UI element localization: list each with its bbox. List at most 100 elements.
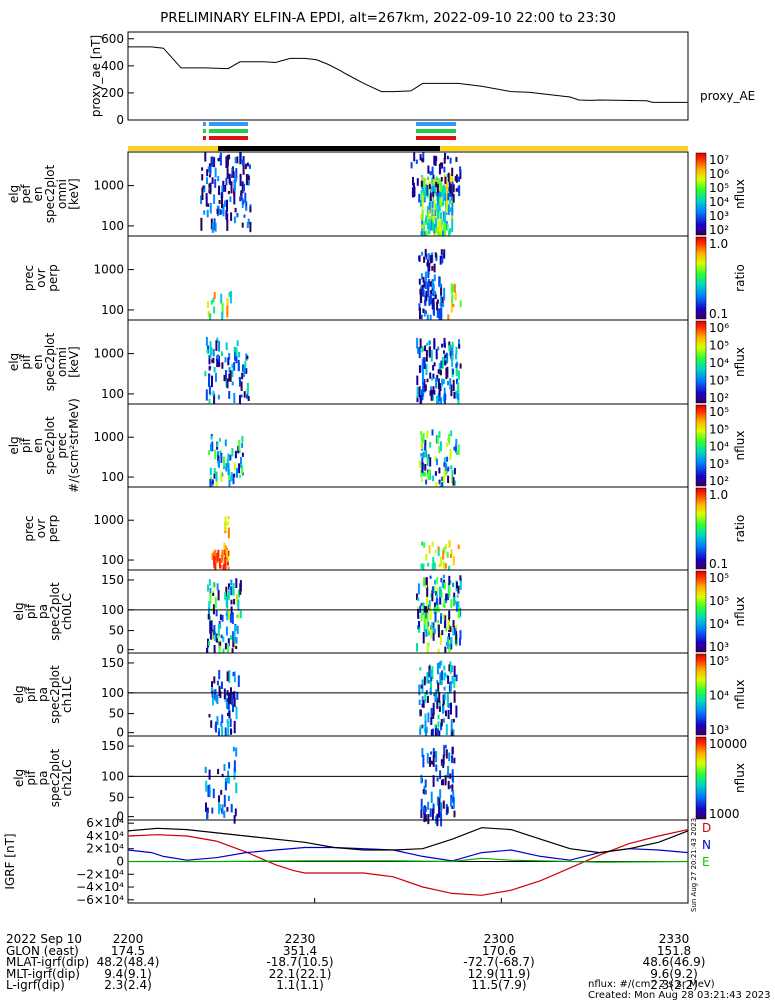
spectrogram-cell xyxy=(434,612,437,623)
spectrogram-cell xyxy=(425,215,428,225)
spectrogram-cell xyxy=(236,691,239,700)
spectrogram-cell xyxy=(447,314,450,321)
spectrogram-cell xyxy=(237,599,240,611)
spectrogram-cell xyxy=(420,431,423,435)
spectrogram-cell xyxy=(220,301,223,305)
spectrogram-cell xyxy=(422,632,425,644)
spectrogram-cell xyxy=(435,751,438,763)
spectrogram-cell xyxy=(424,184,427,197)
spectrogram-cell xyxy=(454,628,457,635)
spectrogram-cell xyxy=(436,226,439,236)
colorbar-tick-label: 0.1 xyxy=(709,557,728,571)
colorbar xyxy=(695,570,707,653)
ephemeris-cell: -72.7(-68.7) xyxy=(463,955,535,969)
colorbar-tick-label: 10² xyxy=(709,474,729,488)
spectrogram-cell xyxy=(425,479,428,485)
colorbar-tick-label: 10³ xyxy=(709,457,729,471)
spectrogram-cell xyxy=(421,457,424,466)
spectrogram-cell xyxy=(427,279,430,284)
spectrogram-cell xyxy=(421,541,424,546)
spectrogram-cell xyxy=(443,378,445,385)
spectrogram-cell xyxy=(249,221,252,233)
spectrogram-cell xyxy=(448,345,451,352)
spectrogram-cell xyxy=(436,183,439,193)
spectrogram-cell xyxy=(419,667,422,671)
spectrogram-cell xyxy=(431,666,434,679)
spectrogram-ytick-label: 1000 xyxy=(93,347,124,361)
spectrogram-cell xyxy=(441,481,444,489)
spectrogram-ylabel: spec2plot xyxy=(48,748,62,807)
spectrogram-cell xyxy=(422,577,425,587)
spectrogram-cell xyxy=(451,303,454,309)
spectrogram-cell xyxy=(245,206,248,211)
spectrogram-cell xyxy=(455,625,457,629)
spectrogram-ylabel: ch1LC xyxy=(60,676,74,713)
spectrogram-cell xyxy=(217,356,219,360)
spectrogram-cell xyxy=(433,751,436,758)
spectrogram-cell xyxy=(240,457,242,468)
spectrogram-cell xyxy=(218,558,221,568)
spectrogram-cell xyxy=(239,474,241,478)
spectrogram-cell xyxy=(426,456,429,466)
spectrogram-cell xyxy=(435,482,438,491)
spectrogram-cell xyxy=(212,604,215,615)
spectrogram-cell xyxy=(444,775,447,786)
spectrogram-cell xyxy=(224,545,227,555)
spectrogram-cell xyxy=(453,283,456,288)
spectrogram-cell xyxy=(227,357,230,366)
spectrogram-cell xyxy=(427,680,430,684)
spectrogram-cell xyxy=(433,155,436,166)
spectrogram-cell xyxy=(418,684,421,696)
spectrogram-cell xyxy=(458,185,461,197)
spectrogram-cell xyxy=(458,339,460,345)
spectrogram-cell xyxy=(239,583,242,595)
spectrogram-cell xyxy=(450,477,453,484)
spectrogram-cell xyxy=(446,155,449,160)
spectrogram-cell xyxy=(235,637,238,644)
spectrogram-cell xyxy=(241,181,244,194)
spectrogram-cell xyxy=(447,466,450,472)
spectrogram-cell xyxy=(234,207,237,213)
spectrogram-cell xyxy=(451,769,454,782)
spectrogram-cell xyxy=(436,435,439,444)
igrf-ytick-label: 6×10⁴ xyxy=(86,816,124,830)
spectrogram-ytick-label: 100 xyxy=(101,387,124,401)
igrf-ytick-label: −4×10⁴ xyxy=(76,880,124,894)
spectrogram-cell xyxy=(437,178,440,185)
spectrogram-cell xyxy=(455,174,458,183)
spectrogram-cell xyxy=(436,374,439,381)
spectrogram-cell xyxy=(452,628,455,636)
igrf-legend-E: E xyxy=(702,855,710,869)
spectrogram-cell xyxy=(416,643,418,652)
spectrogram-cell xyxy=(450,549,453,555)
spectrogram-cell xyxy=(441,582,444,588)
spectrogram-cell xyxy=(426,586,429,597)
spectrogram-cell xyxy=(439,218,442,229)
spectrogram-cell xyxy=(226,199,228,212)
spectrogram-cell xyxy=(424,271,427,282)
spectrogram-cell xyxy=(435,348,438,360)
spectrogram-cell xyxy=(448,585,451,598)
spectrogram-cell xyxy=(432,211,435,221)
spectrogram-cell xyxy=(232,583,235,596)
spectrogram-cell xyxy=(429,457,432,467)
spectrogram-cell xyxy=(452,790,455,803)
spectrogram-cell xyxy=(239,376,241,387)
spectrogram-cell xyxy=(429,294,432,305)
spectrogram-cell xyxy=(209,631,212,640)
colorbar xyxy=(695,487,707,570)
spectrogram-cell xyxy=(426,210,429,218)
spectrogram-cell xyxy=(228,373,231,382)
spectrogram-cell xyxy=(453,690,456,703)
spectrogram-cell xyxy=(241,469,244,474)
ephemeris-cell: 170.6 xyxy=(481,943,517,958)
spectrogram-cell xyxy=(233,632,236,643)
spectrogram-cell xyxy=(453,287,456,293)
spectrogram-cell xyxy=(236,340,239,347)
spectrogram-cell xyxy=(433,390,436,395)
spectrogram-cell xyxy=(444,152,446,160)
spectrogram-cell xyxy=(411,187,414,198)
spectrogram-ytick-label: 0 xyxy=(116,643,124,657)
spectrogram-cell xyxy=(451,196,454,207)
